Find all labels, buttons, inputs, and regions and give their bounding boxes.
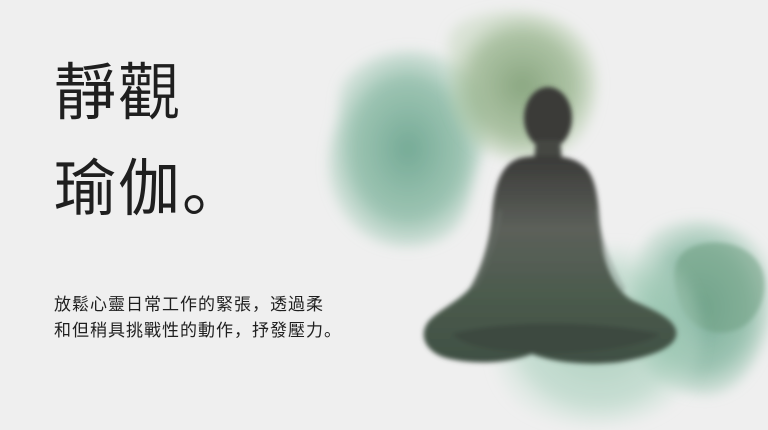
description: 放鬆心靈日常工作的緊張，透過柔 和但稍具挑戰性的動作，抒發壓力。 xyxy=(54,292,434,344)
meditating-figure-silhouette xyxy=(423,87,677,364)
description-line-1: 放鬆心靈日常工作的緊張，透過柔 xyxy=(54,295,324,315)
description-line-2: 和但稍具挑戰性的動作，抒發壓力。 xyxy=(54,321,342,341)
watercolor-blob-left xyxy=(328,50,488,248)
title-line-1: 靜觀 xyxy=(54,56,183,129)
title-line-2: 瑜伽。 xyxy=(54,152,247,225)
watercolor-blob-top xyxy=(447,11,597,161)
